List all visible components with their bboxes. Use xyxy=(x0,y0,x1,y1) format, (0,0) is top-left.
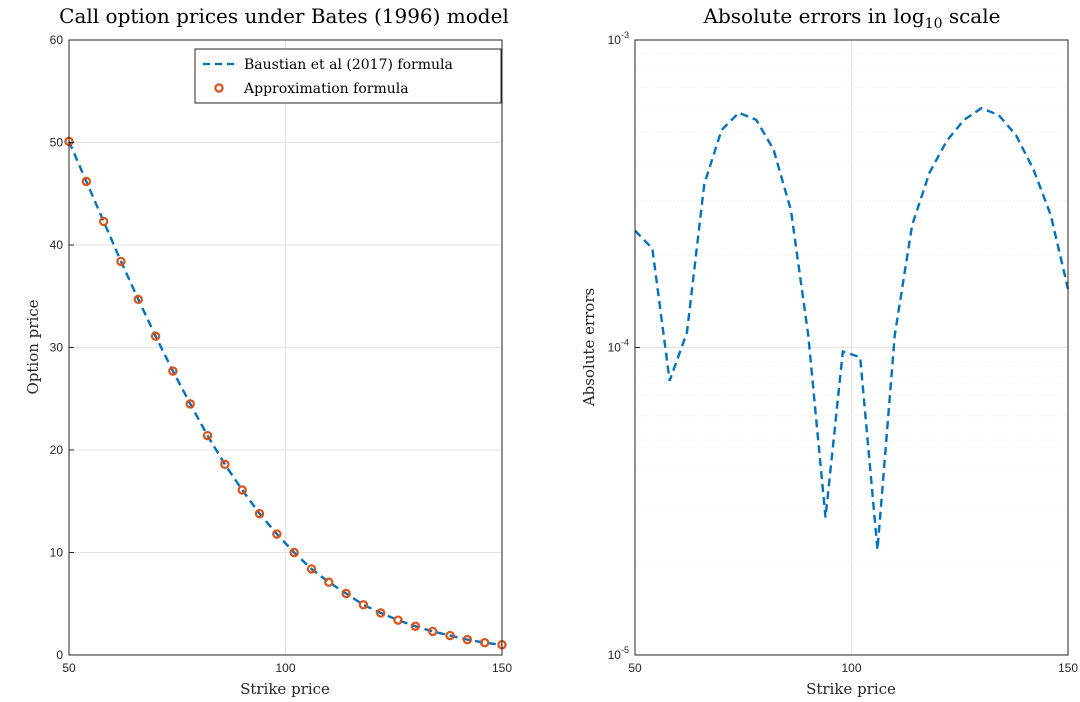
legend-box xyxy=(194,48,502,104)
approximation-marker xyxy=(462,634,473,645)
right-x-tick-label: 50 xyxy=(628,661,642,675)
approximation-marker xyxy=(358,600,369,610)
tick-exponent: -3 xyxy=(621,30,629,40)
approximation-marker xyxy=(237,485,247,495)
left-x-tick-label: 150 xyxy=(492,661,512,675)
approximation-marker xyxy=(376,608,386,618)
legend-marker-sample xyxy=(214,83,224,93)
absolute-error-line xyxy=(634,106,1070,550)
left-y-tick-label: 20 xyxy=(50,443,64,457)
option-price-chart: Call option prices under Bates (1996) mo… xyxy=(24,4,512,698)
right-title-main: Absolute errors in log xyxy=(703,4,925,28)
left-tick-labels: 0 10 20 30 40 50 60 50 100 150 xyxy=(50,33,513,675)
approximation-marker xyxy=(289,547,299,558)
left-y-tick-label: 10 xyxy=(50,546,64,560)
right-x-tick-label: 100 xyxy=(841,661,861,675)
approximation-marker xyxy=(168,366,178,376)
approximation-marker xyxy=(324,577,334,587)
left-y-tick-label: 30 xyxy=(50,341,64,355)
right-grid xyxy=(634,39,1069,656)
right-y-tick-label: 10-5 xyxy=(608,645,629,662)
approximation-marker xyxy=(393,615,403,625)
tick-base: 10 xyxy=(608,33,622,47)
left-y-axis-label: Option price xyxy=(24,299,42,394)
right-chart-title: Absolute errors in log10 scale xyxy=(703,4,1001,32)
approximation-marker xyxy=(133,294,143,305)
right-tick-labels: 10-510-410-350 100 150 xyxy=(608,30,1079,675)
legend-series-1-label: Baustian et al (2017) formula xyxy=(244,57,453,73)
right-title-subscript: 10 xyxy=(925,16,943,32)
approximation-marker xyxy=(202,430,213,441)
tick-exponent: -5 xyxy=(621,645,629,655)
legend: Baustian et al (2017) formula Approximat… xyxy=(194,48,502,104)
right-series xyxy=(634,106,1070,550)
approximation-marker xyxy=(254,508,265,519)
left-y-tick-label: 40 xyxy=(50,238,64,252)
right-x-tick-label: 150 xyxy=(1058,661,1078,675)
absolute-error-chart: Absolute errors in log10 scale 10-510-41… xyxy=(580,4,1078,698)
approximation-marker xyxy=(306,564,317,574)
right-y-axis-label: Absolute errors xyxy=(580,288,598,407)
approximation-marker xyxy=(410,621,421,632)
left-chart-title: Call option prices under Bates (1996) mo… xyxy=(59,4,509,28)
right-y-tick-label: 10-4 xyxy=(608,338,629,355)
approximation-marker xyxy=(479,638,490,648)
approximation-marker xyxy=(150,331,161,341)
approximation-marker xyxy=(341,588,351,599)
approximation-marker xyxy=(220,459,230,470)
tick-exponent: -4 xyxy=(621,338,629,348)
left-series xyxy=(64,136,507,650)
approximation-marker xyxy=(185,399,195,409)
left-y-tick-label: 60 xyxy=(50,33,64,47)
left-y-tick-label: 0 xyxy=(56,648,63,662)
approximation-marker xyxy=(428,626,438,637)
approximation-marker xyxy=(98,216,109,227)
right-title-end: scale xyxy=(942,4,1000,28)
right-y-tick-label: 10-3 xyxy=(608,30,629,47)
approximation-marker xyxy=(272,529,282,539)
left-y-tick-label: 50 xyxy=(50,136,64,150)
left-x-tick-label: 50 xyxy=(62,661,76,675)
left-x-axis-label: Strike price xyxy=(240,680,330,698)
approximation-marker xyxy=(116,256,126,267)
tick-base: 10 xyxy=(608,341,622,355)
approximation-marker xyxy=(445,630,455,641)
right-x-axis-label: Strike price xyxy=(806,680,896,698)
left-x-tick-label: 100 xyxy=(275,661,295,675)
tick-base: 10 xyxy=(608,648,622,662)
left-grid xyxy=(68,39,503,656)
legend-series-2-label: Approximation formula xyxy=(243,81,409,97)
approximation-marker xyxy=(81,176,92,187)
